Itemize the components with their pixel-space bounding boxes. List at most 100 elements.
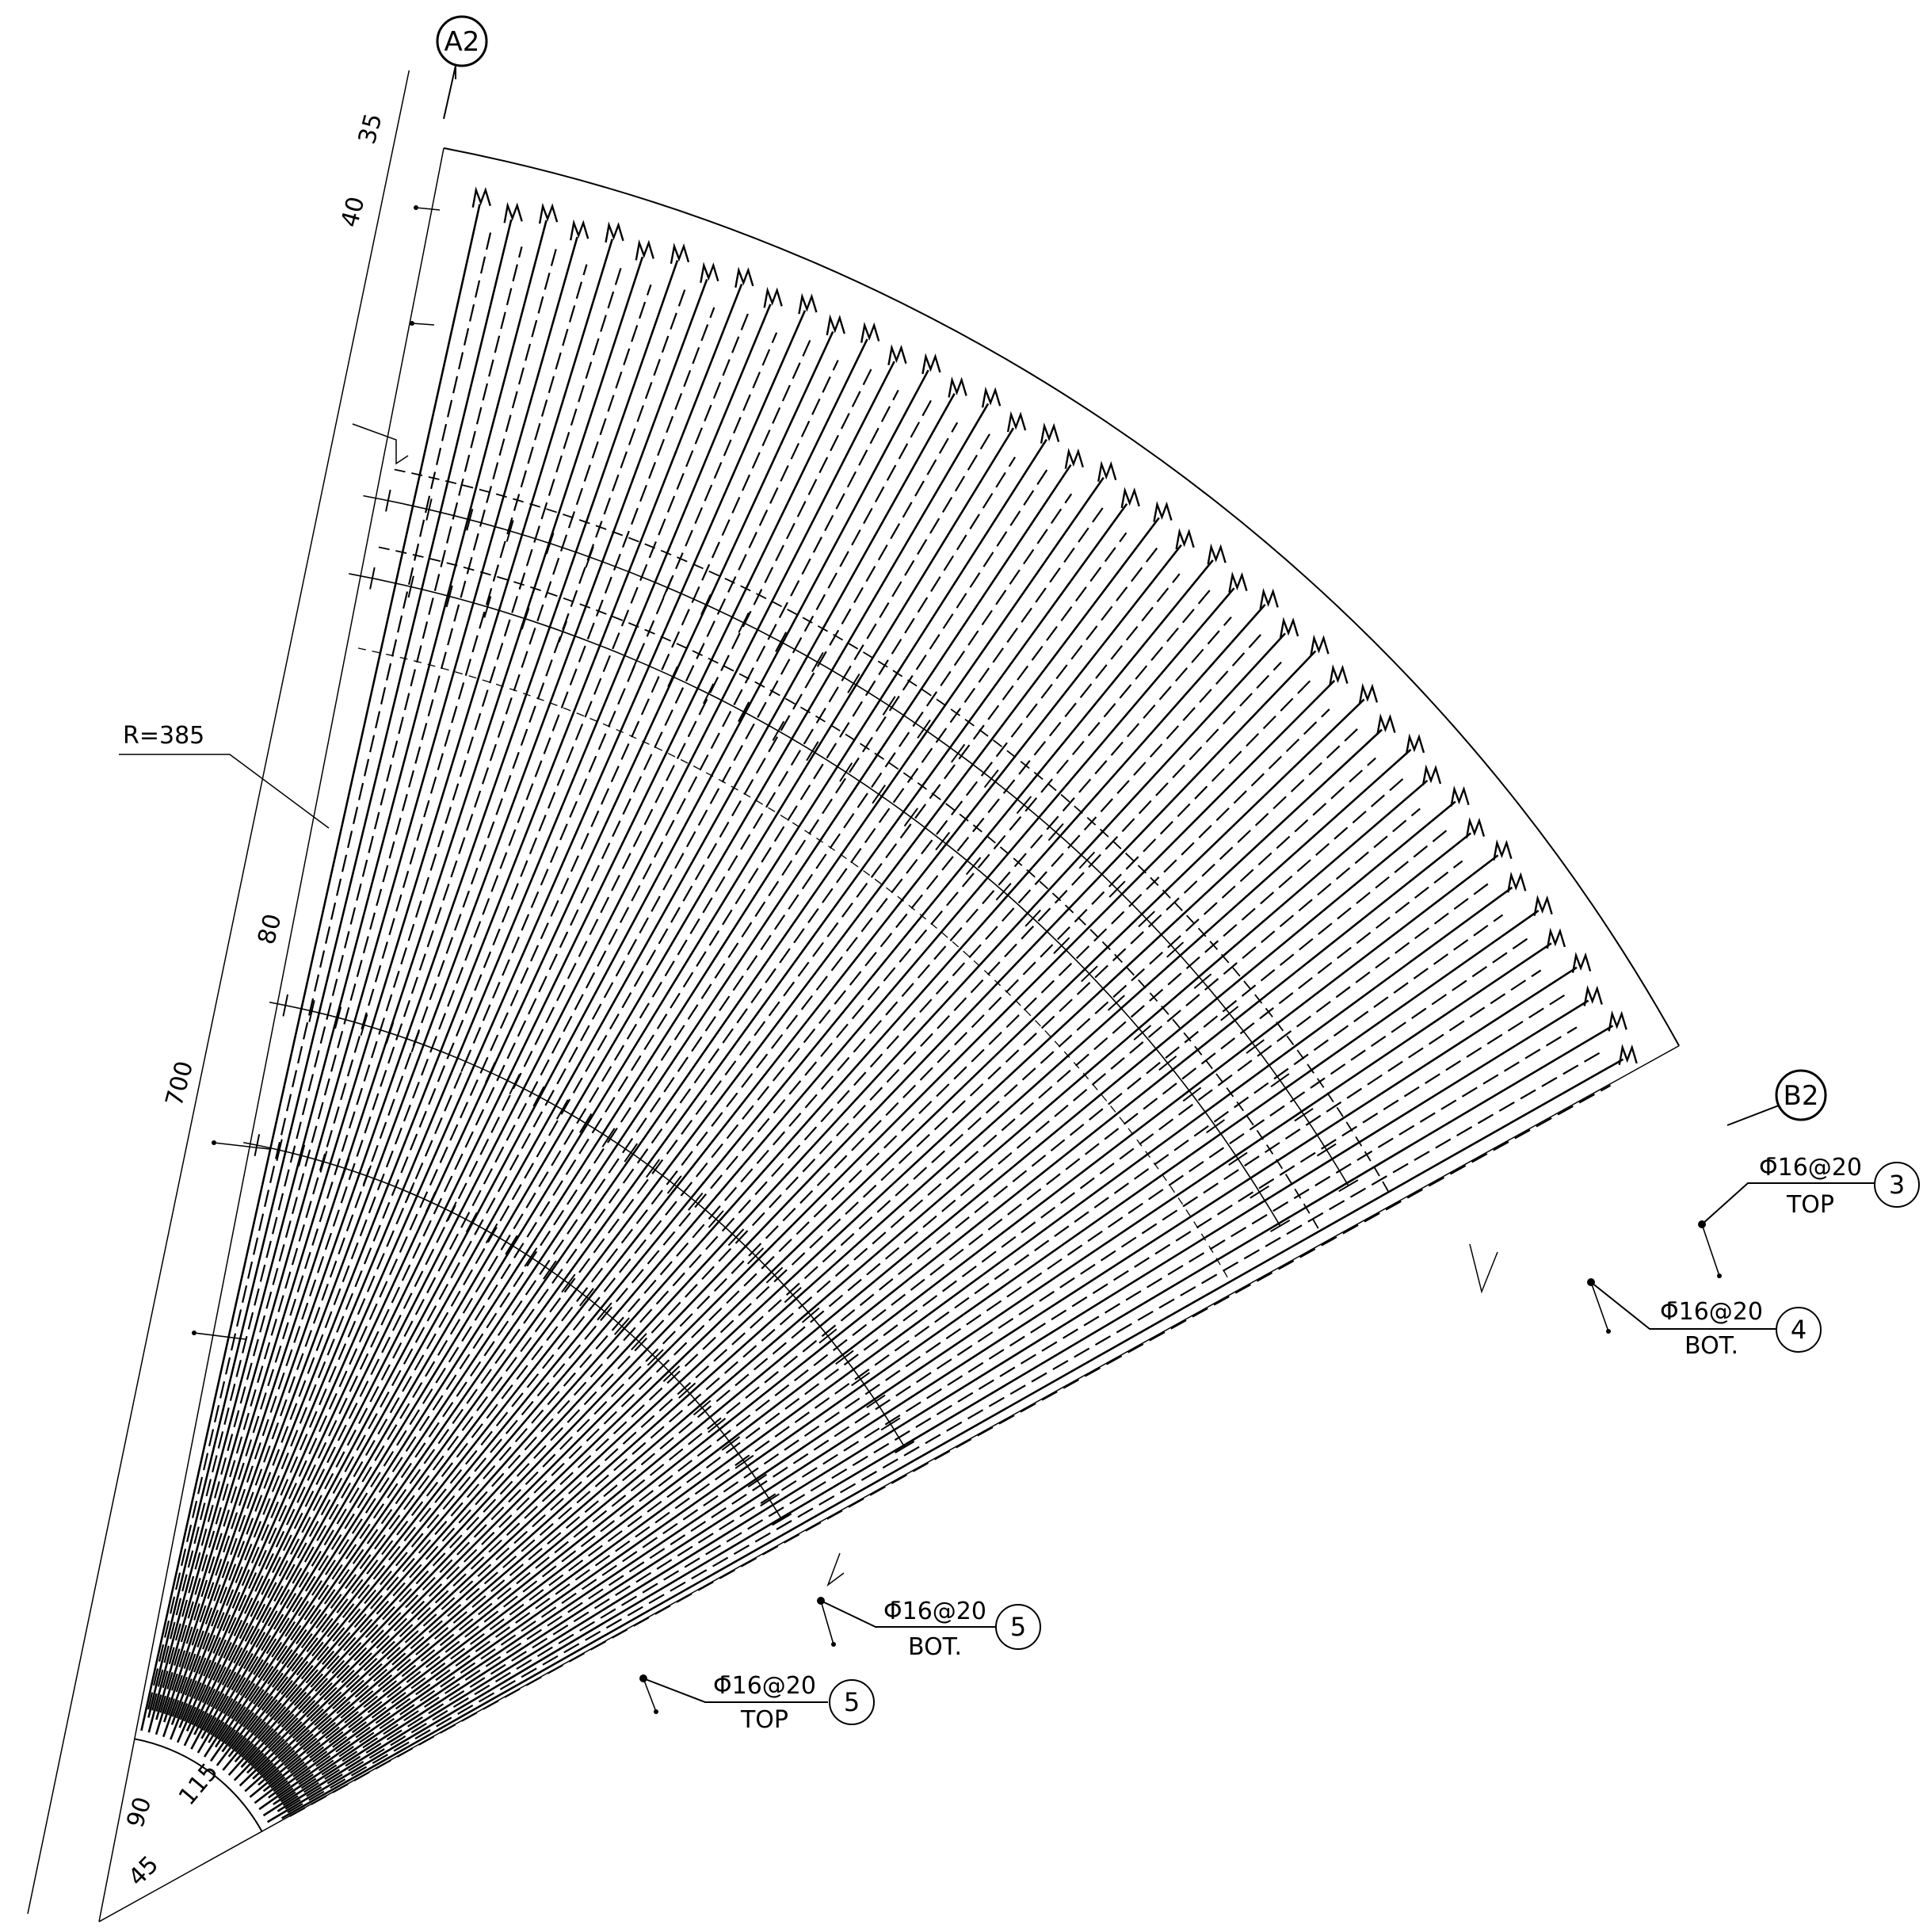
distribution-tick	[1133, 1025, 1152, 1040]
top-rebar-line	[140, 204, 481, 1732]
rebar-hook	[1618, 1044, 1638, 1066]
rebar-hook	[1421, 764, 1442, 786]
distribution-tick	[1228, 1151, 1248, 1166]
rebar-callout-5-top: Φ̄16@20 TOP 5	[639, 1672, 875, 1734]
rebar-hook	[1097, 460, 1117, 482]
distribution-tick	[1138, 911, 1155, 928]
top-rebar-line	[200, 393, 956, 1739]
top-rebar-line	[246, 679, 1336, 1774]
top-rebar-line	[196, 403, 990, 1754]
top-rebar-line	[170, 279, 708, 1725]
distribution-tick	[708, 1418, 727, 1434]
radial-rebar-fan	[140, 186, 1638, 1823]
distribution-tick	[738, 612, 750, 633]
distribution-tick	[1108, 880, 1126, 898]
dim-radius: R=385	[123, 722, 204, 750]
distribution-tick	[784, 1286, 802, 1304]
top-rebar-line	[262, 966, 1578, 1817]
rebar-hook	[1405, 733, 1425, 755]
bottom-rebar-line	[254, 708, 1330, 1770]
distribution-bar-arc	[378, 546, 1321, 1231]
dim-line-700	[27, 70, 410, 1915]
bottom-rebar-line	[275, 914, 1504, 1796]
rebar-hook	[1259, 587, 1279, 609]
distribution-tick	[383, 1173, 394, 1195]
distribution-tick	[254, 1134, 261, 1156]
top-rebar-line	[222, 559, 1214, 1771]
leader-arrow	[411, 323, 435, 326]
bottom-rebar-line	[241, 616, 1232, 1758]
distribution-tick	[688, 1192, 704, 1211]
rebar-hook	[798, 292, 818, 315]
top-rebar-line	[209, 476, 1105, 1762]
rebar-hook	[471, 186, 491, 208]
rebar-mark: 5	[1010, 1612, 1026, 1642]
distribution-tick	[597, 1302, 612, 1321]
distribution-tick	[362, 1165, 372, 1187]
distribution-tick	[1182, 1086, 1202, 1102]
rebar-hook	[921, 353, 941, 375]
top-rebar-line	[254, 854, 1499, 1804]
distribution-tick	[747, 1473, 768, 1488]
inner-edge-arc	[134, 1738, 263, 1832]
rebar-hook	[860, 322, 880, 343]
distribution-tick	[1316, 1143, 1337, 1157]
rebar-hook	[1571, 952, 1592, 973]
rebar-hook	[503, 201, 523, 223]
distribution-tick	[662, 577, 673, 598]
top-rebar-line	[221, 502, 1128, 1753]
bottom-rebar-line	[210, 432, 991, 1735]
top-rebar-line	[227, 604, 1266, 1776]
distribution-tick	[917, 719, 931, 739]
distribution-tick	[466, 509, 474, 531]
top-rebar-line	[193, 361, 895, 1735]
distribution-tick	[369, 567, 376, 590]
distribution-tick	[647, 1349, 664, 1366]
distribution-tick	[662, 1365, 681, 1382]
top-rebar-line	[258, 779, 1429, 1786]
distribution-tick	[631, 1333, 647, 1350]
rebar-hook	[1329, 664, 1349, 685]
top-rebar-line	[176, 310, 807, 1743]
slab-outline	[98, 65, 1780, 1922]
distribution-tick	[693, 1399, 712, 1416]
leader-arrow	[1590, 1281, 1609, 1332]
distribution-tick	[678, 1382, 696, 1399]
distribution-tick	[765, 1266, 784, 1284]
distribution-tick	[772, 1513, 792, 1526]
distribution-tick	[601, 1128, 616, 1147]
arrow-head	[410, 321, 414, 326]
dim-115: 115	[174, 1758, 224, 1811]
distribution-tick	[734, 1454, 754, 1469]
distribution-tick	[1270, 1219, 1291, 1232]
arrow-head	[1606, 1329, 1611, 1334]
distribution-tick	[882, 696, 896, 716]
rebar-hook	[1228, 571, 1248, 593]
rebar-hook	[1207, 543, 1227, 565]
top-rebar-line	[258, 910, 1540, 1811]
break-mark	[352, 423, 409, 465]
bottom-rebar-line	[238, 588, 1211, 1755]
rebar-hook	[605, 221, 624, 243]
distribution-bar-arc	[357, 647, 1230, 1282]
distribution-tick	[436, 1040, 446, 1062]
top-rebar-line	[216, 517, 1160, 1766]
top-rebar-line	[252, 728, 1383, 1780]
distribution-tick	[1206, 1119, 1226, 1134]
distribution-tick	[425, 498, 433, 521]
rebar-callout-4: Φ̄16@20 BOT. 4	[1587, 1278, 1822, 1360]
distribution-tick	[282, 994, 289, 1017]
arrow-head	[654, 1709, 658, 1714]
dim-35: 35	[353, 111, 388, 147]
distribution-tick	[624, 561, 634, 582]
distribution-tick	[385, 489, 391, 512]
leader-arrow	[1701, 1224, 1720, 1277]
rebar-position: BOT.	[908, 1633, 962, 1661]
top-rebar-line	[281, 1058, 1624, 1819]
rebar-hook	[763, 286, 783, 308]
leader-arrow	[820, 1600, 834, 1645]
rebar-hook	[1120, 487, 1140, 509]
leader-arrow	[213, 1142, 270, 1150]
top-rebar-line	[155, 236, 578, 1720]
top-rebar-line	[227, 544, 1182, 1758]
